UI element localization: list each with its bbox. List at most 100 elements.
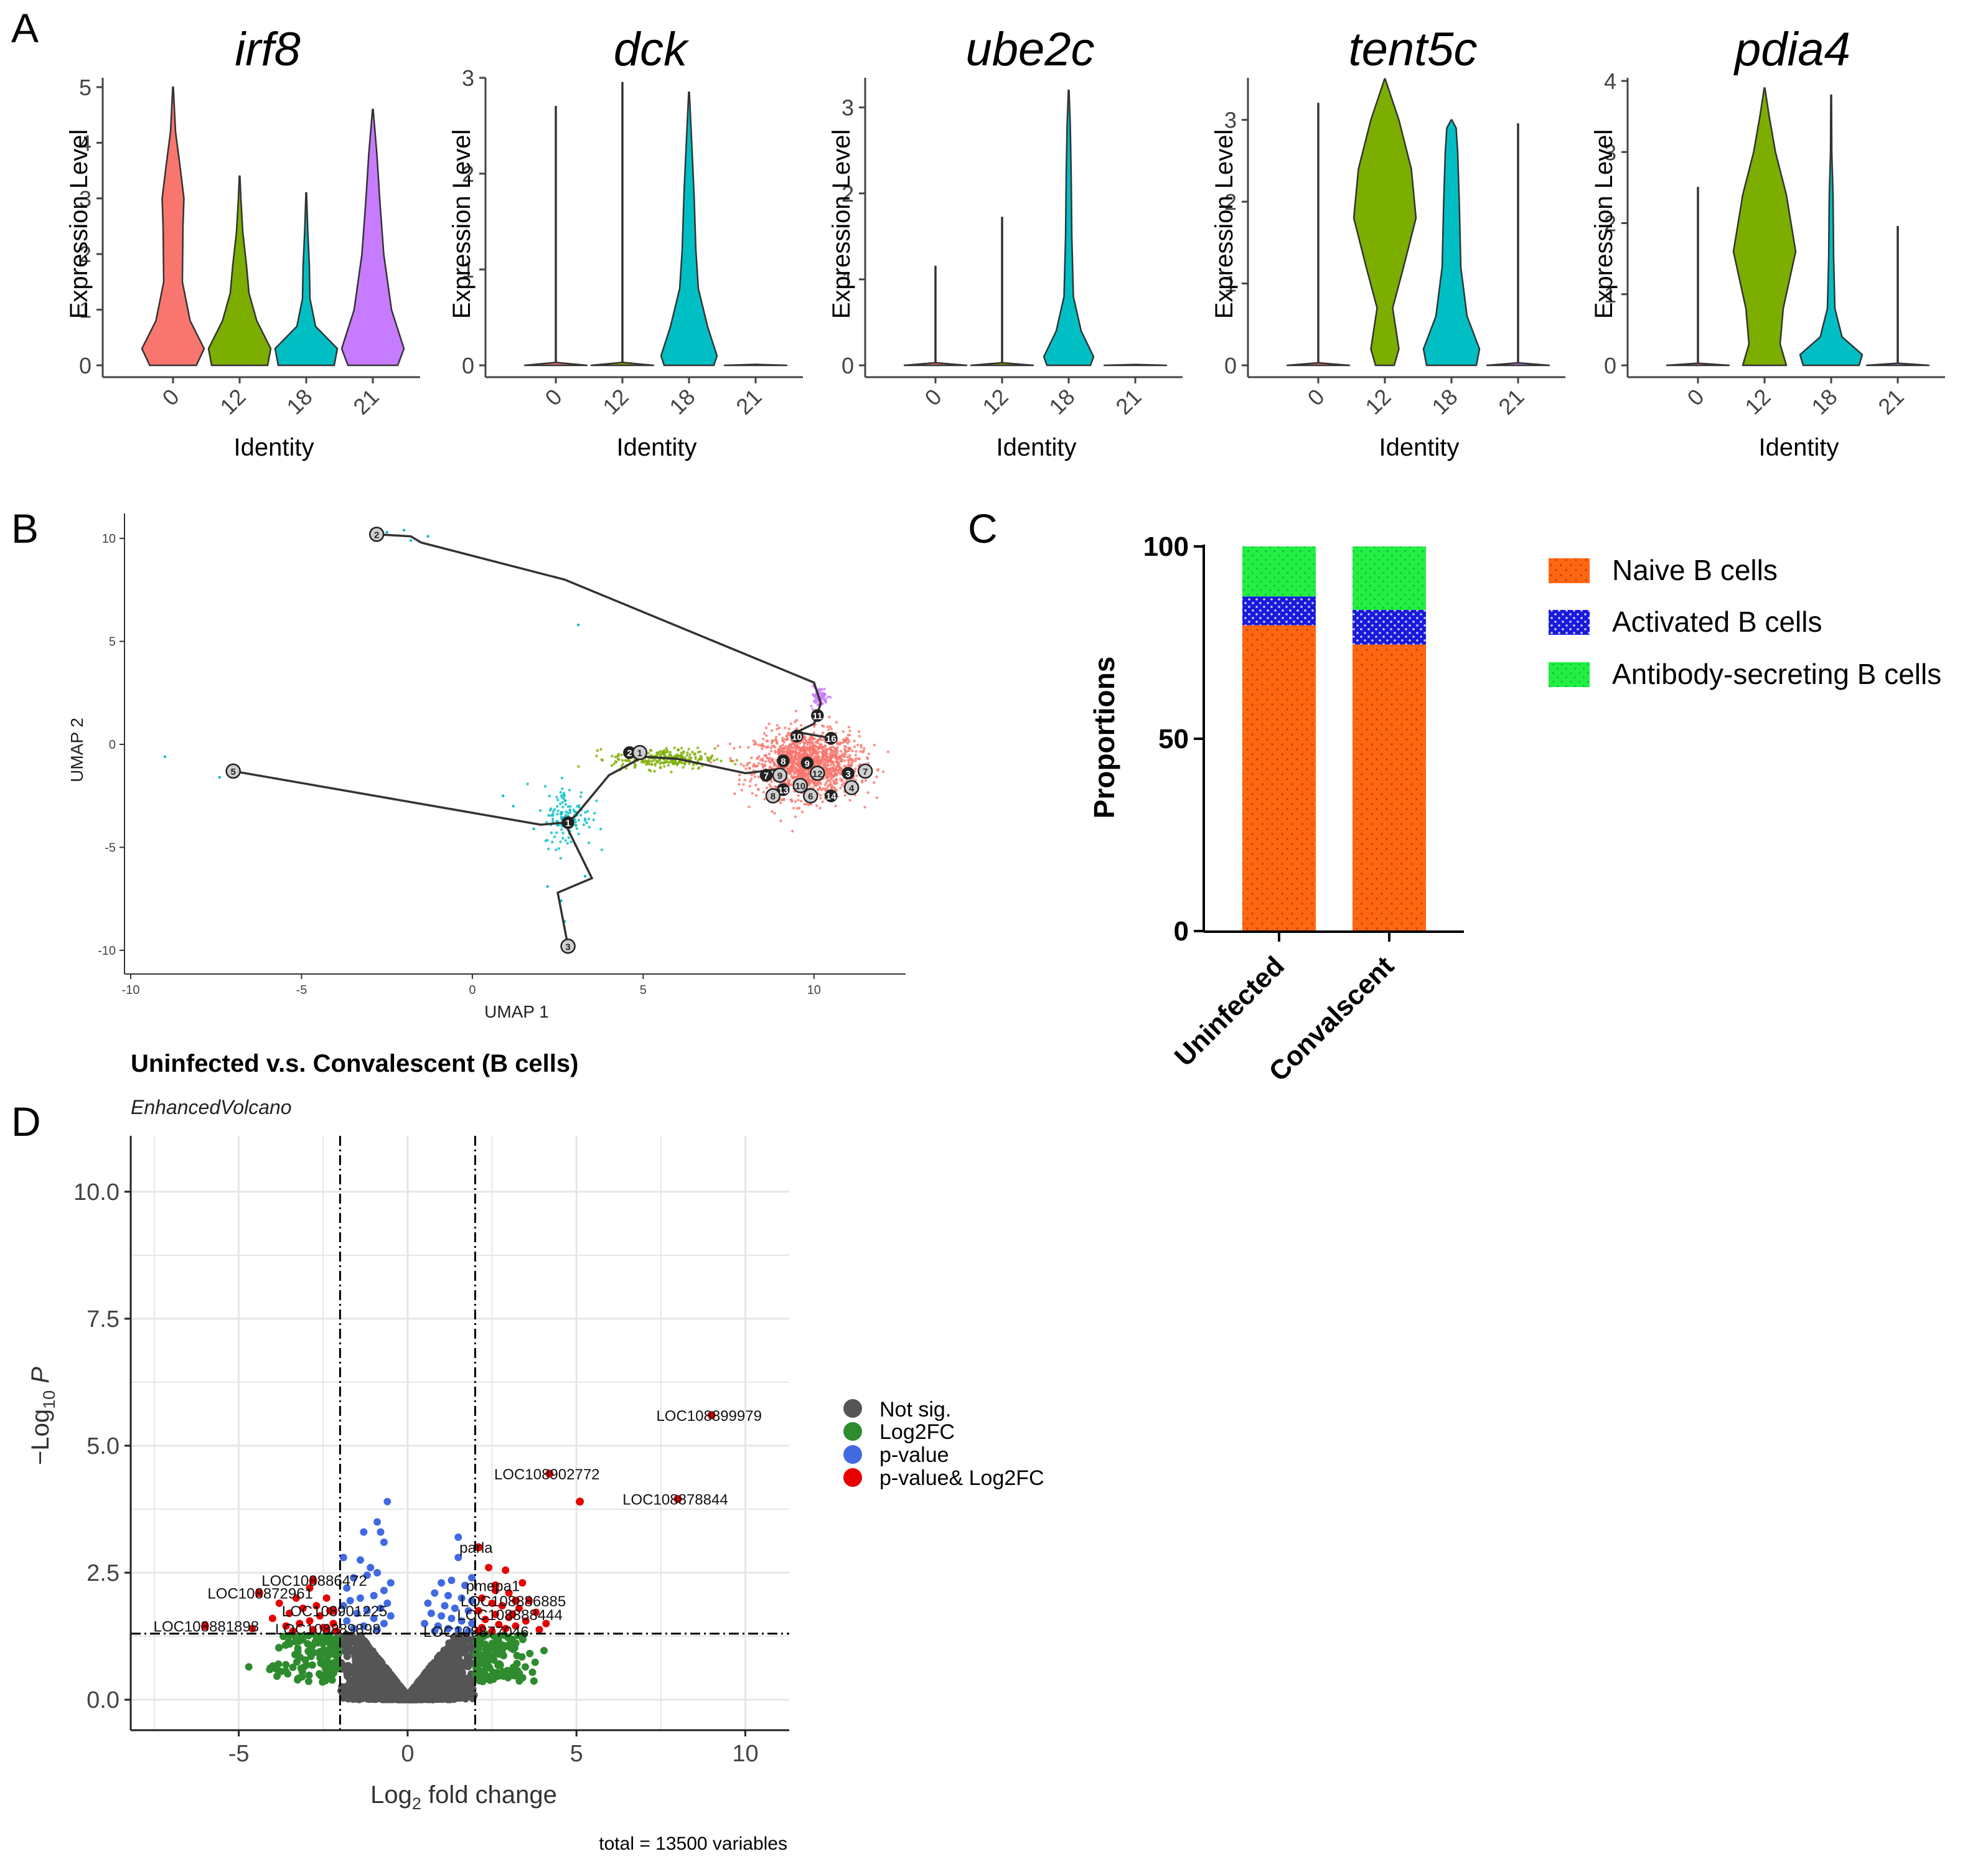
umap-point-cluster-0 [846, 741, 850, 745]
trajectory-milestone-label: 16 [826, 734, 837, 744]
legend-label-activated: Activated B cells [1612, 606, 1822, 638]
proportion-bars [1242, 546, 1426, 931]
umap-point-cluster-0 [848, 747, 852, 751]
violin-x-tick-label: 18 [1806, 384, 1842, 419]
umap-point-cluster-18 [553, 835, 556, 838]
umap-point-cluster-0 [840, 749, 843, 753]
violin-pdia4-18 [1799, 94, 1864, 367]
umap-point-cluster-12 [711, 754, 714, 757]
umap-point-cluster-0 [765, 726, 768, 729]
umap-point-cluster-18 [553, 808, 556, 811]
volcano-point-not-sig [420, 1688, 428, 1697]
volcano-point-log2fc [531, 1658, 539, 1666]
umap-point-cluster-12 [660, 761, 663, 764]
umap-point-cluster-0 [840, 758, 843, 761]
violin-y-tick-label: 0 [842, 353, 854, 378]
umap-point-cluster-0 [799, 799, 803, 803]
umap-point-stray [532, 827, 535, 830]
umap-point-cluster-12 [673, 746, 677, 749]
umap-point-cluster-0 [793, 755, 796, 758]
umap-point-cluster-18 [560, 828, 563, 831]
umap-point-cluster-0 [821, 800, 825, 803]
umap-point-cluster-0 [858, 734, 861, 738]
umap-point-stray [402, 528, 406, 532]
volcano-point-not-sig [362, 1643, 370, 1651]
umap-point-cluster-0 [839, 786, 842, 790]
umap-point-cluster-0 [785, 738, 789, 741]
umap-point-cluster-0 [804, 775, 807, 779]
umap-point-cluster-0 [863, 747, 866, 750]
umap-point-cluster-0 [800, 766, 803, 770]
umap-point-cluster-0 [856, 757, 860, 761]
umap-point-cluster-0 [812, 737, 815, 741]
umap-point-cluster-0 [825, 775, 828, 779]
violin-x-tick-label: 21 [1493, 384, 1529, 419]
umap-point-cluster-12 [611, 754, 614, 758]
umap-point-cluster-0 [822, 738, 825, 741]
umap-point-cluster-12 [624, 759, 627, 762]
umap-point-cluster-12 [677, 761, 681, 764]
umap-point-cluster-0 [777, 747, 781, 751]
gene-title-dck: dck [614, 23, 690, 76]
umap-point-cluster-0 [873, 744, 876, 747]
proportion-legend: Naive B cells Activated B cells Antibody… [1549, 554, 1941, 690]
umap-point-cluster-0 [762, 732, 766, 735]
umap-point-cluster-0 [843, 745, 846, 748]
umap-point-cluster-0 [835, 756, 838, 759]
umap-point-cluster-0 [794, 770, 797, 774]
trajectory-milestone-label: 6 [808, 792, 813, 802]
umap-point-cluster-0 [834, 769, 837, 772]
umap-point-cluster-0 [835, 760, 838, 763]
umap-point-cluster-0 [835, 782, 839, 785]
umap-point-cluster-0 [787, 767, 790, 770]
umap-point-cluster-0 [825, 751, 828, 754]
violin-y-tick-label: 3 [842, 95, 854, 121]
umap-point-cluster-0 [837, 771, 840, 774]
umap-point-cluster-18 [583, 817, 587, 820]
umap-point-cluster-0 [748, 767, 751, 770]
umap-point-cluster-0 [794, 710, 798, 713]
violin-y-tick-label: 1 [842, 267, 854, 293]
umap-point-cluster-12 [649, 769, 652, 773]
umap-point-cluster-0 [862, 749, 865, 752]
umap-point-cluster-12 [688, 753, 692, 756]
umap-point-cluster-12 [610, 764, 614, 767]
umap-point-cluster-0 [796, 762, 800, 765]
umap-point-cluster-18 [582, 823, 586, 827]
umap-point-cluster-0 [830, 784, 833, 787]
umap-point-cluster-0 [822, 725, 825, 728]
umap-point-cluster-21 [818, 690, 822, 693]
bar-convalscent-secreting [1353, 546, 1426, 610]
umap-point-cluster-12 [667, 764, 670, 767]
umap-point-cluster-0 [828, 715, 831, 719]
umap-point-cluster-18 [585, 821, 588, 825]
umap-point-cluster-0 [825, 767, 828, 770]
umap-point-cluster-12 [621, 759, 624, 762]
umap-point-cluster-18 [550, 831, 553, 835]
umap-point-cluster-12 [720, 759, 723, 762]
umap-point-cluster-0 [847, 749, 850, 752]
umap-point-cluster-0 [800, 753, 804, 756]
volcano-point-not-sig [429, 1672, 437, 1680]
violin-x-tick-label: 12 [1360, 384, 1395, 419]
umap-point-cluster-0 [782, 797, 785, 801]
umap-point-cluster-12 [696, 746, 700, 749]
umap-y-tick-label: -10 [98, 944, 116, 958]
umap-point-cluster-0 [822, 731, 825, 734]
violin-irf8-21 [340, 108, 405, 367]
umap-point-stray [512, 805, 515, 808]
volcano-points [200, 1411, 716, 1703]
umap-point-cluster-0 [828, 768, 832, 772]
umap-point-cluster-12 [688, 762, 691, 766]
umap-point-cluster-0 [779, 801, 782, 805]
umap-point-cluster-0 [760, 744, 763, 747]
violin-x-axis-label: Identity [617, 434, 697, 461]
umap-point-cluster-0 [739, 762, 743, 766]
umap-point-cluster-0 [716, 744, 720, 747]
umap-point-cluster-12 [595, 754, 598, 758]
umap-point-cluster-0 [802, 749, 806, 752]
umap-point-cluster-21 [820, 688, 823, 691]
umap-point-cluster-0 [842, 738, 845, 741]
